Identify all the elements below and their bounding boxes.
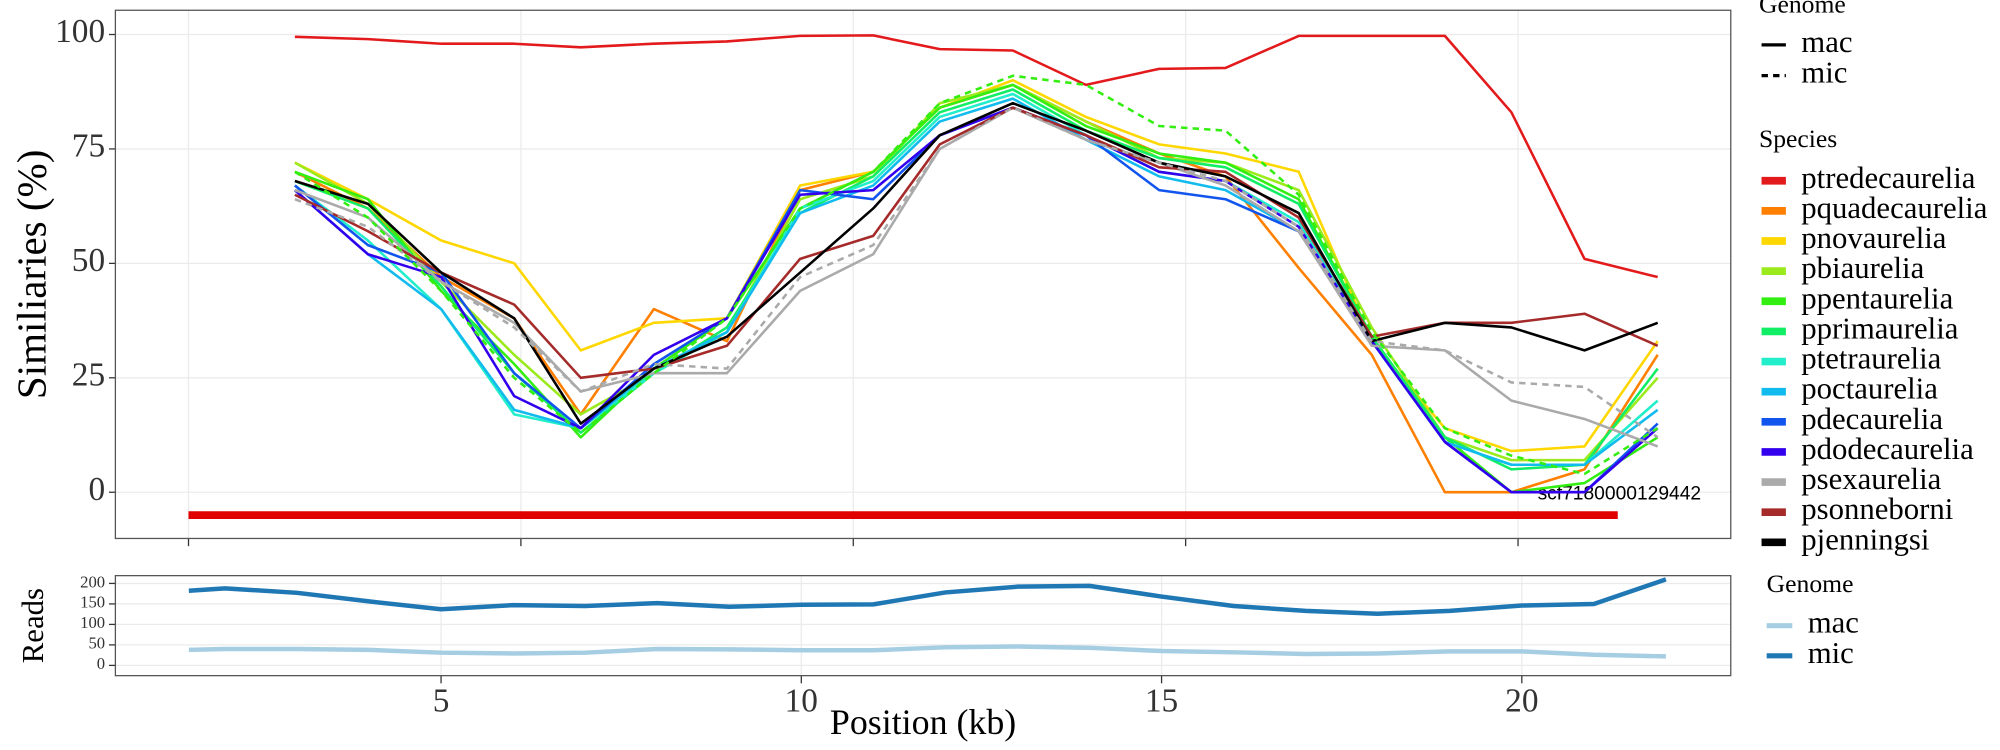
y-tick-label: 25	[72, 356, 105, 393]
legend-label: psonneborni	[1801, 492, 1953, 526]
y-tick-label: 0	[97, 654, 105, 673]
panel-border	[114, 9, 1732, 540]
series-line	[294, 106, 1659, 439]
y-tick-label: 50	[72, 242, 105, 279]
legend-title: Genome	[1767, 569, 1854, 598]
x-tick-label: 20	[1505, 683, 1538, 720]
contig-label: scf7180000129442	[1538, 484, 1702, 505]
legend-label: pjenningsi	[1801, 522, 1929, 556]
y-tick-label: 150	[80, 593, 105, 612]
legend-label: ppentaurelia	[1801, 281, 1953, 315]
legend-label: pnovaurelia	[1801, 221, 1946, 255]
legend-label: mac	[1808, 606, 1859, 640]
legend-label: pquadecaurelia	[1801, 191, 1987, 225]
legend-label: pbiaurelia	[1801, 251, 1924, 285]
legend-label: pprimaurelia	[1801, 311, 1958, 345]
x-tick-label: 10	[785, 683, 818, 720]
x-tick-label: 15	[1145, 683, 1178, 720]
panel	[115, 575, 1731, 676]
legend-title: Species	[1759, 124, 1837, 153]
legend-label: poctaurelia	[1801, 372, 1938, 406]
y-tick-label: 50	[88, 634, 105, 653]
series-line	[294, 74, 1659, 476]
series-line	[294, 106, 1659, 494]
y-axis-title: Similiaries (%)	[8, 150, 54, 399]
legend-label: mic	[1801, 56, 1847, 90]
series-line	[188, 577, 1667, 616]
legend-label: pdecaurelia	[1801, 402, 1943, 436]
y-tick-label: 75	[72, 128, 105, 165]
y-tick-label: 100	[55, 13, 105, 50]
series-line	[294, 34, 1659, 279]
y-tick-label: 0	[88, 471, 105, 508]
legend-title: Genome	[1759, 0, 1846, 18]
y-tick-label: 100	[80, 613, 105, 632]
legend-label: pdodecaurelia	[1801, 432, 1974, 466]
y-axis-title: Reads	[16, 588, 50, 663]
x-tick-label: 5	[433, 683, 450, 720]
series-line	[294, 101, 1659, 425]
legend-label: ptredecaurelia	[1801, 161, 1975, 195]
legend-label: ptetraurelia	[1801, 342, 1941, 376]
panel-border	[114, 575, 1732, 677]
series-line	[188, 644, 1666, 659]
y-tick-label: 200	[80, 572, 105, 591]
legend-label: psexaurelia	[1801, 462, 1941, 496]
x-axis-title: Position (kb)	[830, 702, 1016, 742]
legend-label: mic	[1808, 636, 1854, 670]
legend-label: mac	[1801, 25, 1852, 59]
